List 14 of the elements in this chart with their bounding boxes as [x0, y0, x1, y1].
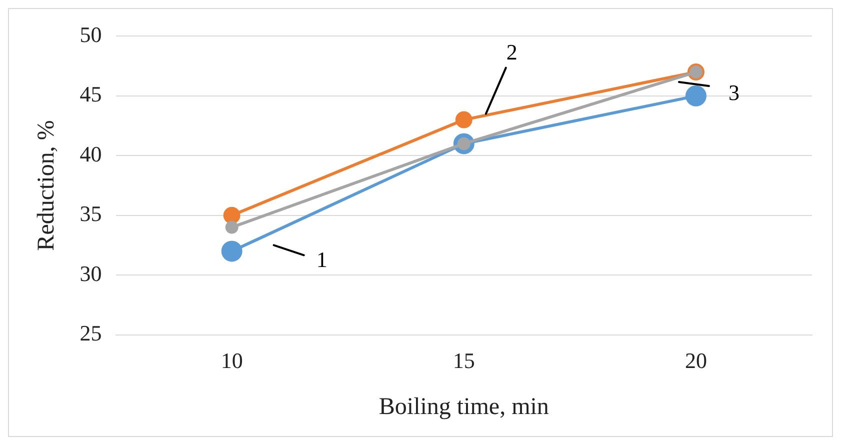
y-tick-label: 50	[80, 22, 102, 47]
series-label: 2	[506, 40, 518, 65]
y-axis-title: Reduction, %	[34, 120, 60, 251]
y-tick-label: 40	[80, 141, 102, 166]
y-tick-label: 30	[80, 260, 102, 286]
x-tick-label: 15	[452, 348, 475, 373]
series-label: 1	[316, 246, 328, 272]
y-tick-label: 45	[80, 82, 102, 107]
x-tick-label: 20	[684, 348, 707, 373]
x-tick-label: 10	[220, 348, 243, 373]
y-tick-label: 35	[80, 201, 102, 226]
series-label: 3	[728, 80, 740, 105]
x-axis-title: Boiling time, min	[378, 394, 549, 420]
y-tick-label: 25	[80, 320, 102, 346]
